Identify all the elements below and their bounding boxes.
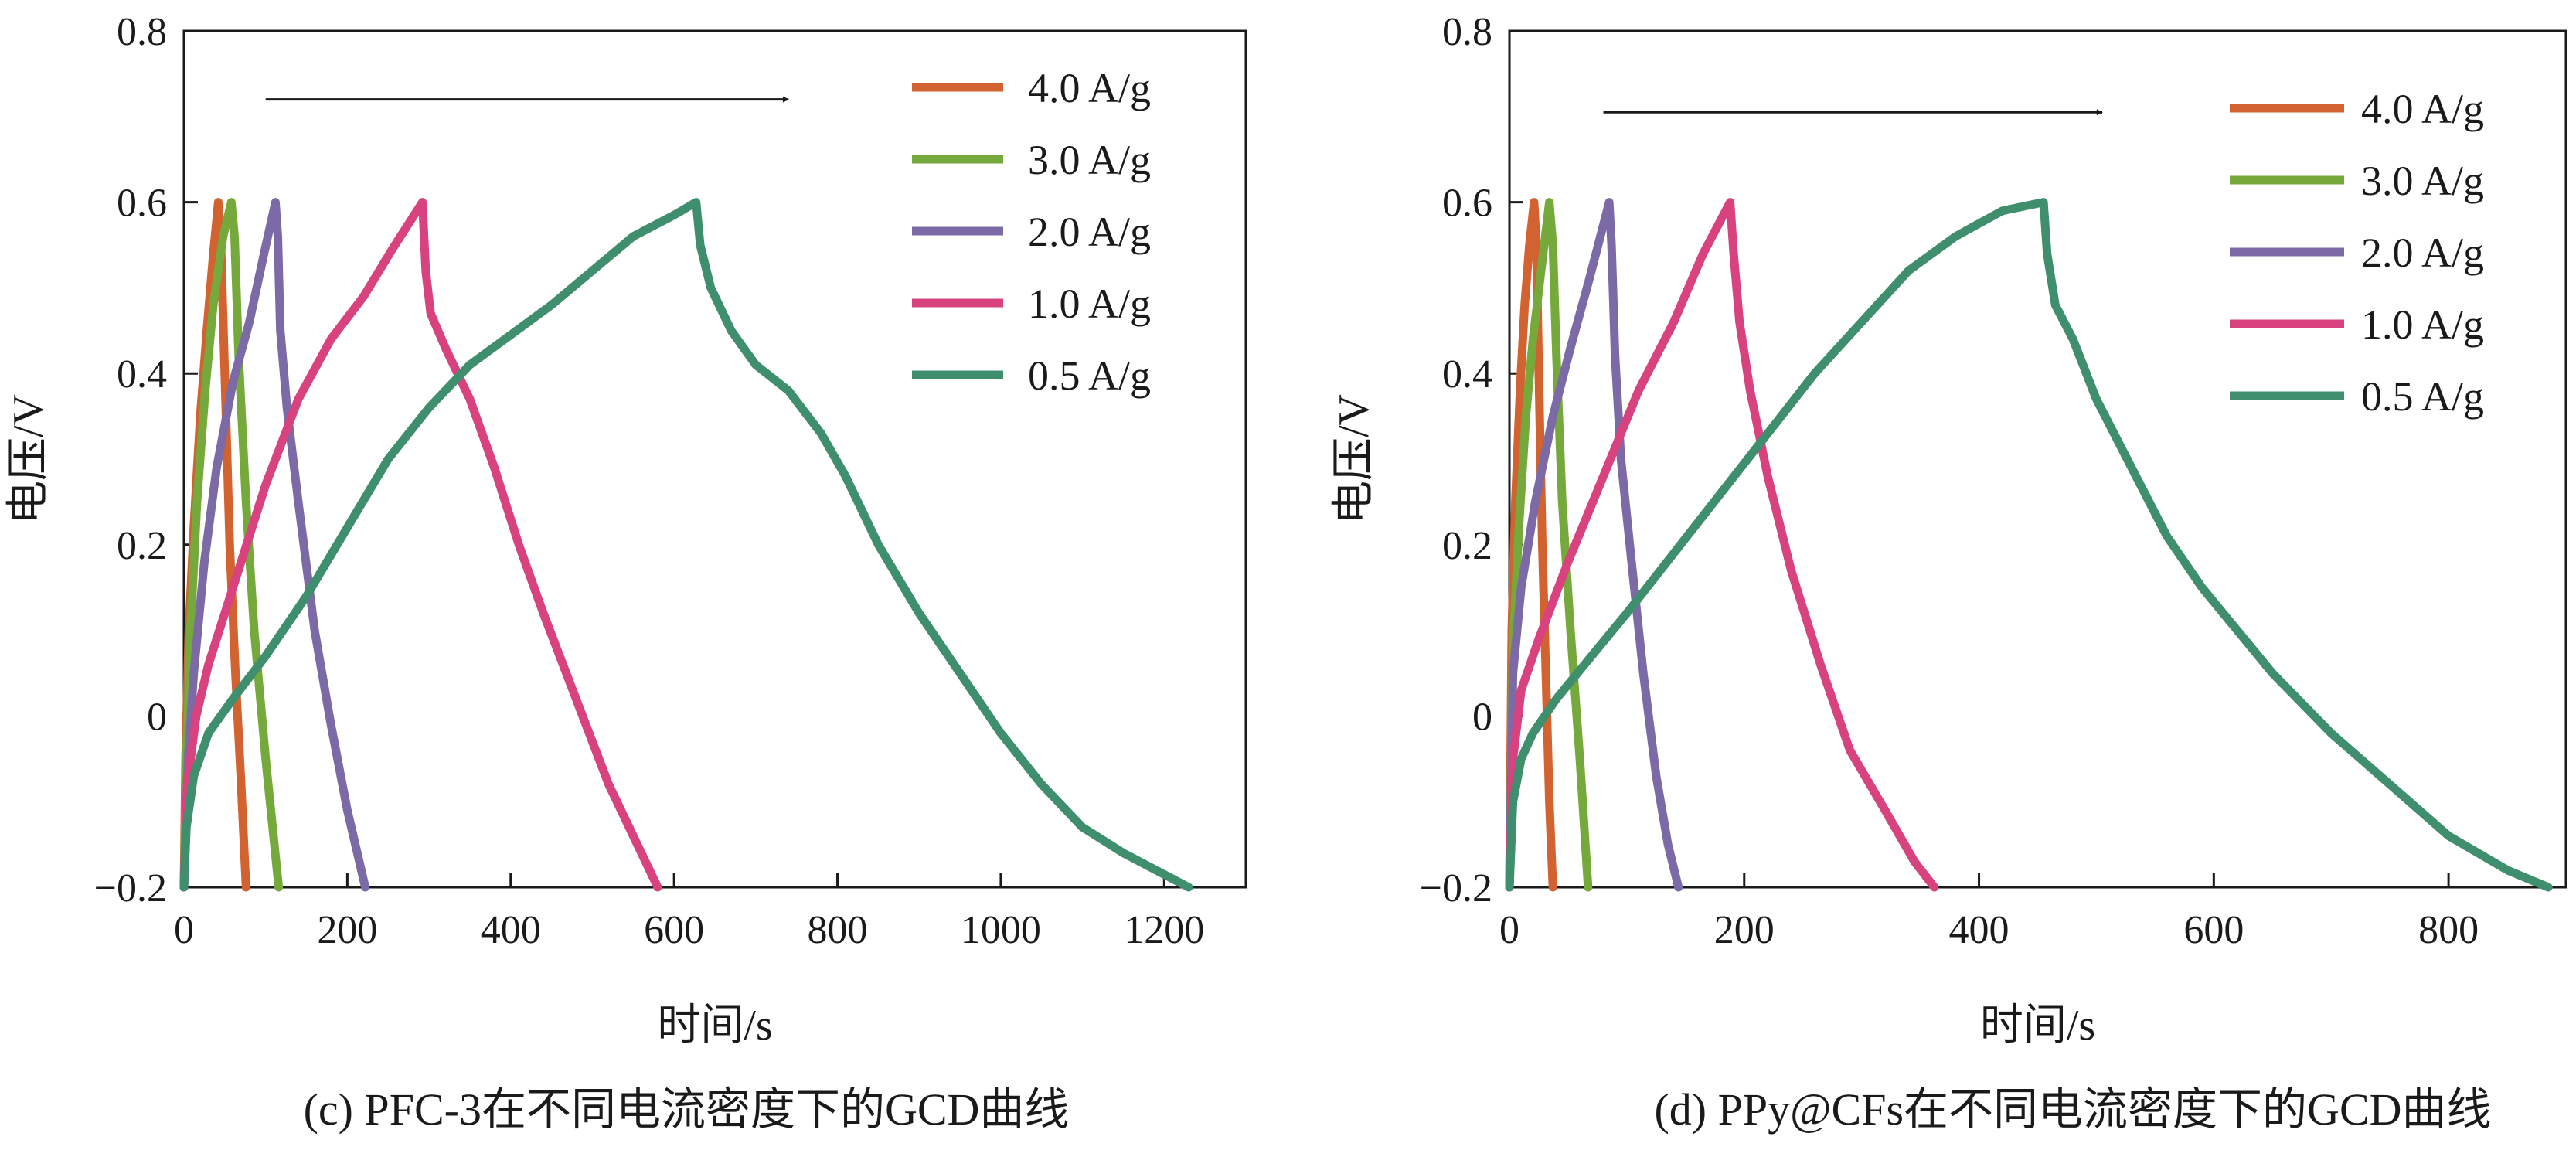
legend-label-c: 2.0 A/g [1028,209,1151,255]
legend-label-d: 0.5 A/g [2361,373,2484,420]
y-tick-label-d: −0.2 [1420,866,1492,910]
series-line-c-20Ag [179,198,370,892]
panel-d-chart: 0 200 400 600 800−0.200.20.40.60.8时间/s电压/V4.… [1330,10,2567,1135]
y-tick-label-c: 0 [147,695,167,739]
legend-label-c: 4.0 A/g [1028,65,1151,111]
x-tick-label-c: 400 [481,908,541,952]
y-tick-label-c: 0.2 [117,524,167,568]
y-tick-label-c: 0.6 [117,182,167,226]
y-tick-label-d: 0 [1472,695,1492,739]
x-tick-label-d: 200 [1714,908,1775,952]
legend-label-c: 0.5 A/g [1028,352,1151,399]
y-tick-label-d: 0.8 [1442,10,1492,54]
series-line-c-10Ag [179,198,662,892]
legend-label-d: 1.0 A/g [2361,301,2484,348]
plot-frame-d [1508,29,2567,889]
x-tick-label-d: 0 [1499,908,1519,952]
x-tick-label-d: 400 [1949,908,2009,952]
x-tick-label-d: 800 [2418,908,2479,952]
x-tick-label-c: 600 [644,908,704,952]
x-tick-label-c: 800 [808,908,868,952]
x-tick-label-c: 1200 [1124,908,1204,952]
series-line-c-05Ag [179,198,1193,892]
y-tick-label-d: 0.4 [1442,352,1492,396]
y-axis-label-c: 电压/V [5,394,53,524]
y-tick-label-d: 0.2 [1442,524,1492,568]
x-tick-label-c: 0 [174,908,194,952]
y-tick-label-c: 0.8 [117,10,167,54]
x-axis-label-d: 时间/s [1980,1002,2095,1050]
series-line-d-40Ag [1505,198,1557,892]
y-tick-label-c: −0.2 [94,866,167,910]
legend-label-c: 3.0 A/g [1028,137,1151,183]
series-line-d-10Ag [1505,198,1939,892]
legend-label-d: 2.0 A/g [2361,230,2484,276]
x-axis-label-c: 时间/s [657,1002,772,1050]
caption-c: (c) PFC-3在不同电流密度下的GCD曲线 [304,1084,1070,1135]
series-line-d-20Ag [1505,198,1683,892]
panel-c-chart: 0 200 400 600 800 1000 1200−0.200.20.40.60.8时间… [5,10,1247,1135]
series-line-d-05Ag [1505,198,2553,892]
legend-label-c: 1.0 A/g [1028,281,1151,327]
plot-frame-c [182,29,1247,889]
series-line-d-30Ag [1505,198,1593,892]
y-tick-label-d: 0.6 [1442,182,1492,226]
legend-label-d: 4.0 A/g [2361,86,2484,132]
x-tick-label-c: 200 [317,908,377,952]
caption-d: (d) PPy@CFs在不同电流密度下的GCD曲线 [1654,1084,2491,1135]
legend-label-d: 3.0 A/g [2361,158,2484,204]
y-tick-label-c: 0.4 [117,352,167,396]
series-line-c-30Ag [179,198,284,892]
x-tick-label-c: 1000 [961,908,1041,952]
y-axis-label-d: 电压/V [1330,394,1378,524]
x-tick-label-d: 600 [2183,908,2244,952]
